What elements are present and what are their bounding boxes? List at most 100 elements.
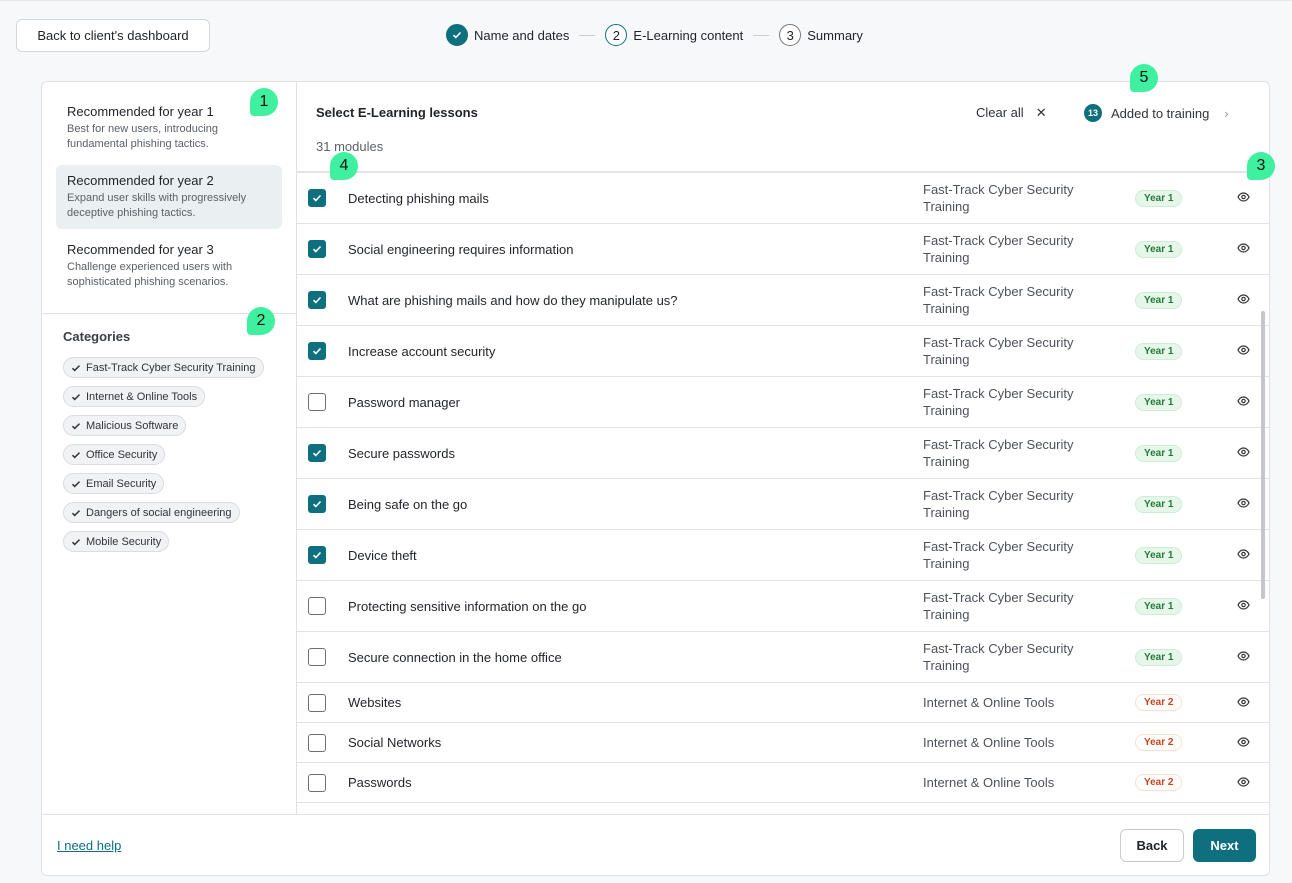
eye-icon[interactable] <box>1237 291 1250 309</box>
check-icon <box>71 364 81 371</box>
year-badge: Year 1 <box>1135 291 1183 309</box>
added-to-training-button[interactable]: 13 Added to training › <box>1084 104 1229 122</box>
lesson-selection-panel: Recommended for year 1 Best for new users… <box>41 81 1270 876</box>
lesson-name: What are phishing mails and how do they … <box>348 292 678 308</box>
category-label: Malicious Software <box>86 419 179 432</box>
check-icon <box>71 509 81 516</box>
back-to-dashboard-button[interactable]: Back to client's dashboard <box>16 19 210 52</box>
step-label: E-Learning content <box>633 27 744 43</box>
category-chip[interactable]: Office Security <box>63 444 166 465</box>
recommendation-year-1[interactable]: Recommended for year 1 Best for new users… <box>56 96 282 160</box>
lesson-name: Social engineering requires information <box>348 241 574 257</box>
year-badge: Year 1 <box>1135 444 1183 462</box>
lesson-name: Websites <box>348 695 402 710</box>
eye-icon[interactable] <box>1237 342 1250 360</box>
lesson-category: Fast-Track Cyber Security Training <box>923 437 1074 469</box>
lesson-checkbox[interactable] <box>308 648 326 666</box>
recommendation-year-2[interactable]: Recommended for year 2 Expand user skills… <box>56 165 282 229</box>
year-badge: Year 1 <box>1135 189 1183 207</box>
stepper: Name and dates 2 E-Learning content 3 Summar… <box>446 24 863 46</box>
eye-icon[interactable] <box>1237 393 1250 411</box>
lesson-checkbox[interactable] <box>308 444 326 462</box>
category-chip[interactable]: Internet & Online Tools <box>63 386 206 407</box>
lesson-category: Fast-Track Cyber Security Training <box>923 284 1074 316</box>
category-chip[interactable]: Email Security <box>63 473 165 494</box>
lesson-name: Being safe on the go <box>348 496 468 512</box>
annotation-marker: 5 <box>1130 64 1158 92</box>
lesson-name: Detecting phishing mails <box>348 190 489 206</box>
step-2: 2 E-Learning content <box>605 24 743 46</box>
lesson-category: Fast-Track Cyber Security Training <box>923 488 1074 520</box>
lesson-checkbox[interactable] <box>308 597 326 615</box>
check-circle-icon <box>446 24 468 46</box>
category-chip[interactable]: Malicious Software <box>63 415 187 436</box>
lesson-name: Passwords <box>348 775 412 790</box>
category-label: Email Security <box>86 477 157 490</box>
lesson-category: Internet & Online Tools <box>923 695 1055 710</box>
lesson-row: Device theft Fast-Track Cyber Security T… <box>297 530 1269 581</box>
recommendation-year-3[interactable]: Recommended for year 3 Challenge experien… <box>56 234 282 298</box>
eye-icon[interactable] <box>1237 546 1250 564</box>
sidebar: Recommended for year 1 Best for new users… <box>42 82 297 814</box>
annotation-marker: 1 <box>250 88 278 116</box>
lesson-checkbox[interactable] <box>308 495 326 513</box>
step-separator <box>753 34 770 36</box>
lesson-checkbox[interactable] <box>308 733 326 752</box>
lesson-checkbox[interactable] <box>308 342 326 360</box>
annotation-marker: 3 <box>1247 152 1275 180</box>
category-chip[interactable]: Mobile Security <box>63 531 170 552</box>
eye-icon[interactable] <box>1237 189 1250 207</box>
check-icon <box>71 451 81 458</box>
year-badge: Year 1 <box>1135 342 1183 360</box>
lesson-checkbox[interactable] <box>308 189 326 207</box>
category-label: Fast-Track Cyber Security Training <box>86 361 256 374</box>
lesson-checkbox[interactable] <box>308 393 326 411</box>
recommendation-desc: Best for new users, introducing fundamen… <box>67 123 219 150</box>
chevron-right-icon: › <box>1224 105 1229 121</box>
lesson-checkbox[interactable] <box>308 773 326 792</box>
back-button[interactable]: Back <box>1120 829 1184 862</box>
next-button[interactable]: Next <box>1193 829 1256 862</box>
scrollbar[interactable] <box>1261 311 1265 599</box>
category-chip[interactable]: Fast-Track Cyber Security Training <box>63 357 264 378</box>
lesson-name: Password manager <box>348 394 460 410</box>
recommendation-title: Recommended for year 2 <box>67 173 214 188</box>
lesson-checkbox[interactable] <box>308 291 326 309</box>
list-title: Select E-Learning lessons <box>316 105 478 120</box>
check-icon <box>71 480 81 487</box>
recommendation-title: Recommended for year 3 <box>67 242 214 257</box>
step-1: Name and dates <box>446 24 569 46</box>
category-chip[interactable]: Dangers of social engineering <box>63 502 240 523</box>
lesson-row: Increase account security Fast-Track Cyb… <box>297 326 1269 377</box>
clear-all-button[interactable]: Clear all ✕ <box>976 105 1047 121</box>
eye-icon[interactable] <box>1237 597 1250 615</box>
help-link[interactable]: I need help <box>57 838 122 853</box>
eye-icon[interactable] <box>1237 240 1250 258</box>
lesson-category: Internet & Online Tools <box>923 775 1055 790</box>
eye-icon[interactable] <box>1237 648 1250 666</box>
lesson-name: Secure connection in the home office <box>348 649 562 665</box>
category-label: Mobile Security <box>86 535 162 548</box>
eye-icon[interactable] <box>1237 694 1250 712</box>
lesson-row: Being safe on the go Fast-Track Cyber Se… <box>297 479 1269 530</box>
eye-icon[interactable] <box>1237 495 1250 513</box>
lesson-category: Fast-Track Cyber Security Training <box>923 386 1074 418</box>
step-number: 2 <box>605 24 628 46</box>
eye-icon[interactable] <box>1237 444 1250 462</box>
lesson-checkbox[interactable] <box>308 546 326 564</box>
lesson-row: Secure passwords Fast-Track Cyber Securi… <box>297 428 1269 479</box>
lesson-row: Websites Internet & Online Tools Year 2 <box>297 683 1269 723</box>
added-count-badge: 13 <box>1084 104 1102 122</box>
lesson-name: Secure passwords <box>348 445 455 461</box>
lesson-checkbox[interactable] <box>308 693 326 712</box>
annotation-marker: 2 <box>247 307 275 335</box>
recommendation-desc: Challenge experienced users with sophist… <box>67 261 233 288</box>
eye-icon[interactable] <box>1237 774 1250 792</box>
lesson-row: Protecting sensitive information on the … <box>297 581 1269 632</box>
lesson-checkbox[interactable] <box>308 240 326 258</box>
lesson-name: Social Networks <box>348 735 442 750</box>
check-icon <box>71 538 81 545</box>
lesson-row: Password manager Fast-Track Cyber Securi… <box>297 377 1269 428</box>
eye-icon[interactable] <box>1237 734 1250 752</box>
lesson-category: Fast-Track Cyber Security Training <box>923 233 1074 265</box>
